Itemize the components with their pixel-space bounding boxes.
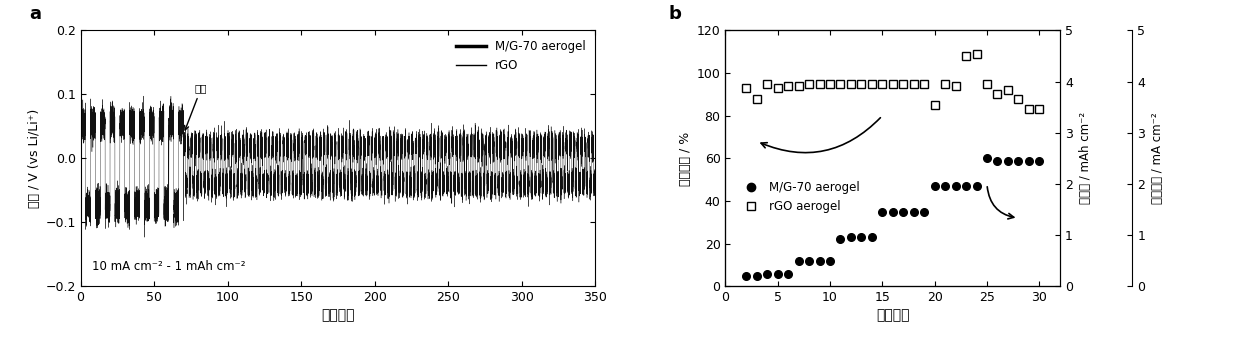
- Text: 10 mA cm⁻² - 1 mAh cm⁻²: 10 mA cm⁻² - 1 mAh cm⁻²: [92, 261, 246, 273]
- X-axis label: 循环圈数: 循环圈数: [321, 308, 355, 323]
- Text: b: b: [668, 5, 681, 23]
- Y-axis label: 电流密度 / mA cm⁻²: 电流密度 / mA cm⁻²: [1151, 113, 1164, 204]
- Text: 短路: 短路: [185, 83, 207, 130]
- Y-axis label: 库伦效率 / %: 库伦效率 / %: [680, 131, 692, 185]
- X-axis label: 循环圈数: 循环圈数: [875, 308, 910, 323]
- Legend: M/G-70 aerogel, rGO aerogel: M/G-70 aerogel, rGO aerogel: [734, 176, 864, 217]
- Y-axis label: 电压 / V (vs Li/Li⁺): 电压 / V (vs Li/Li⁺): [29, 109, 41, 208]
- Legend: M/G-70 aerogel, rGO: M/G-70 aerogel, rGO: [453, 36, 589, 75]
- Y-axis label: 面容量 / mAh cm⁻²: 面容量 / mAh cm⁻²: [1079, 112, 1091, 205]
- Text: a: a: [30, 5, 41, 23]
